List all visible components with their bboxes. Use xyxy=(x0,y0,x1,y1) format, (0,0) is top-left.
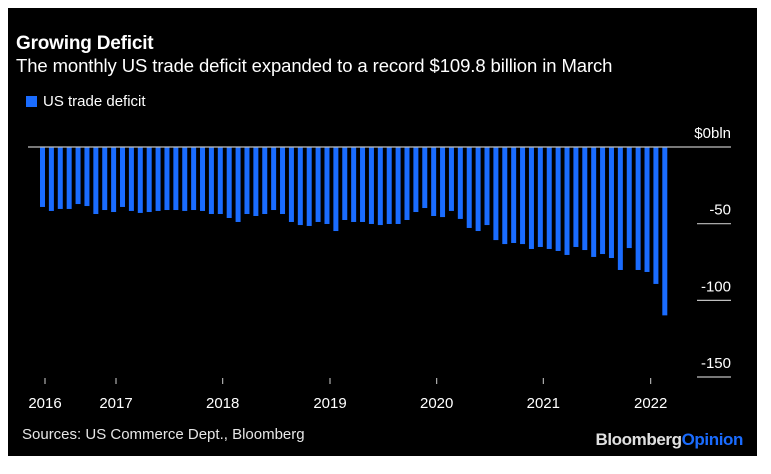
bar xyxy=(84,147,90,207)
bar xyxy=(413,147,419,213)
bar xyxy=(315,147,321,222)
bar xyxy=(608,147,614,259)
bar xyxy=(493,147,499,241)
bar xyxy=(244,147,250,215)
bar xyxy=(520,147,526,245)
bar xyxy=(386,147,392,224)
x-tick-label: 2020 xyxy=(420,395,453,412)
bar xyxy=(484,147,490,226)
bar xyxy=(226,147,232,218)
bar xyxy=(564,147,570,255)
bar xyxy=(128,147,134,211)
chart-panel xyxy=(8,8,757,456)
bar xyxy=(66,147,72,209)
bar xyxy=(404,147,410,220)
bar xyxy=(324,147,330,224)
bar xyxy=(662,147,668,316)
x-tick-label: 2022 xyxy=(634,395,667,412)
bar xyxy=(155,147,161,211)
bar xyxy=(146,147,152,213)
bar xyxy=(368,147,374,224)
source-note: Sources: US Commerce Dept., Bloomberg xyxy=(22,426,305,443)
bar xyxy=(626,147,632,249)
x-tick-label: 2017 xyxy=(99,395,132,412)
y-tick-label: -100 xyxy=(701,278,731,295)
bar xyxy=(360,147,366,222)
bar xyxy=(208,147,214,215)
bar xyxy=(111,147,117,213)
x-tick-label: 2021 xyxy=(527,395,560,412)
bar xyxy=(617,147,623,270)
bar xyxy=(528,147,534,249)
bar xyxy=(57,147,63,209)
bar xyxy=(75,147,81,205)
bar xyxy=(644,147,650,272)
bar xyxy=(182,147,188,211)
bar xyxy=(217,147,223,215)
bar xyxy=(137,147,143,213)
bar xyxy=(120,147,126,207)
bar xyxy=(395,147,401,224)
bar xyxy=(280,147,286,215)
bar xyxy=(102,147,108,211)
y-tick-label: -50 xyxy=(709,202,731,219)
legend-swatch xyxy=(26,96,37,107)
y-tick-label: -150 xyxy=(701,355,731,372)
bar xyxy=(164,147,170,211)
legend-label: US trade deficit xyxy=(43,93,146,110)
bar xyxy=(546,147,552,249)
bar xyxy=(422,147,428,209)
y-tick-label: $0bln xyxy=(694,125,731,142)
bar xyxy=(262,147,268,215)
bar xyxy=(440,147,446,218)
bar xyxy=(297,147,303,226)
bar xyxy=(235,147,241,222)
bar xyxy=(333,147,339,232)
bar xyxy=(573,147,579,247)
bar xyxy=(591,147,597,257)
bar xyxy=(431,147,437,216)
bar xyxy=(448,147,454,211)
bar xyxy=(511,147,517,243)
bar xyxy=(582,147,588,251)
bar xyxy=(635,147,641,270)
bar xyxy=(271,147,277,211)
bar xyxy=(600,147,606,255)
bar xyxy=(40,147,45,207)
bar xyxy=(173,147,179,211)
bar xyxy=(466,147,472,228)
bar xyxy=(457,147,463,219)
brand-bloomberg: Bloomberg xyxy=(595,430,682,449)
bar xyxy=(555,147,561,251)
chart-title: Growing Deficit xyxy=(16,33,154,54)
bar xyxy=(93,147,99,215)
bar xyxy=(475,147,481,232)
legend: US trade deficit xyxy=(26,93,146,110)
bar xyxy=(502,147,508,245)
bar xyxy=(48,147,54,211)
brand-logo: BloombergOpinion xyxy=(595,430,743,450)
chart-subtitle: The monthly US trade deficit expanded to… xyxy=(16,55,613,76)
bar xyxy=(351,147,357,222)
bar xyxy=(377,147,383,226)
bar xyxy=(342,147,348,220)
x-tick-label: 2016 xyxy=(28,395,61,412)
bar xyxy=(288,147,294,222)
x-tick-label: 2018 xyxy=(206,395,239,412)
bar xyxy=(200,147,206,211)
x-tick-label: 2019 xyxy=(313,395,346,412)
bar xyxy=(653,147,659,284)
brand-opinion: Opinion xyxy=(681,430,744,449)
bar xyxy=(191,147,197,211)
bar xyxy=(306,147,312,226)
bar xyxy=(253,147,259,216)
bar xyxy=(537,147,543,247)
